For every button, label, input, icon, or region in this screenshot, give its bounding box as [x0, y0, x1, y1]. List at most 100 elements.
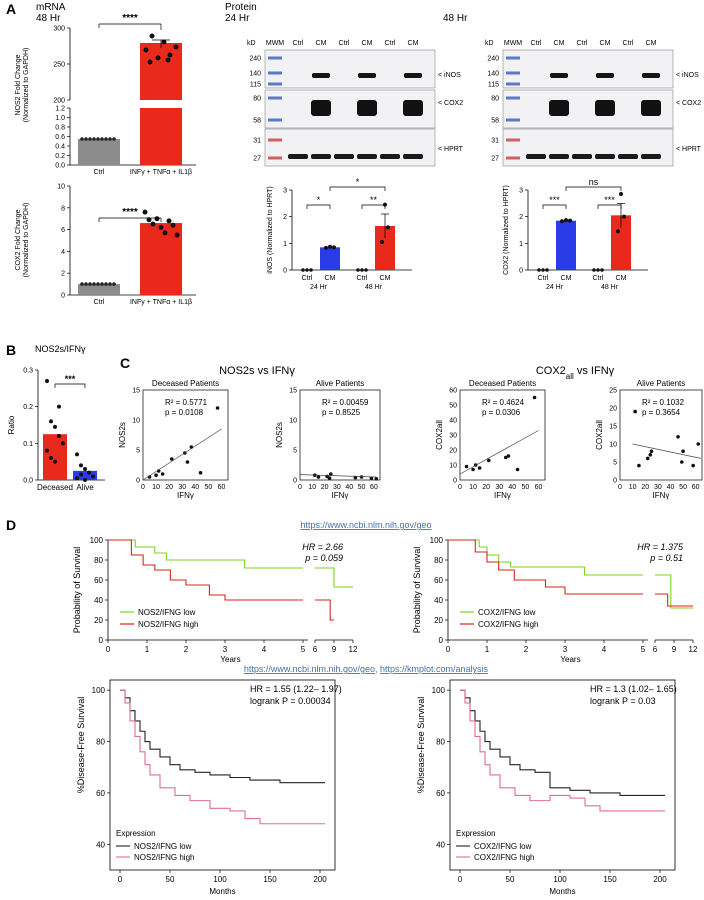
prot-xlabel: Ctrl: [593, 275, 604, 282]
nos2-ctrl-dot: [112, 137, 116, 141]
km-xtick-label: 5: [301, 645, 306, 654]
blot-marker: 31: [491, 138, 499, 145]
prot-xlabel: Ctrl: [357, 275, 368, 282]
blot-marker-band: [506, 138, 520, 142]
scatter-point: [316, 475, 321, 479]
scatter-ytick: 15: [609, 424, 617, 431]
blot-marker: 31: [253, 138, 261, 145]
dfs-plot-nos2: %Disease-Free Survival 40 60 80 100 0 50 100 150…: [76, 679, 342, 896]
scatter-point: [637, 463, 641, 468]
nos2-tick-label: 0.6: [55, 134, 65, 141]
prot-dot: [386, 225, 390, 230]
prot-dot: [356, 268, 360, 272]
mrna-title: mRNA: [36, 2, 66, 13]
blot-marker-band: [268, 156, 282, 160]
blot-label-cox2: < COX2: [676, 100, 701, 107]
blot-marker: 115: [250, 82, 261, 89]
prot-dot: [309, 268, 313, 272]
dfs-xtick-label: 100: [213, 875, 227, 884]
blot-band-hprt: [595, 154, 615, 159]
dfs-ylabel: %Disease-Free Survival: [76, 697, 86, 794]
prot-sig-label: ***: [549, 195, 560, 205]
geo-link-2[interactable]: https://www.ncbi.nlm.nih.gov/geo: [244, 664, 375, 674]
dfs-xtick-label: 50: [166, 875, 175, 884]
panelb-dot: [57, 404, 61, 409]
blot-kd: kD: [247, 40, 256, 47]
scatter-xtick: 30: [333, 484, 341, 491]
geo-link[interactable]: https://www.ncbi.nlm.nih.gov/geo: [300, 520, 431, 530]
scatter-ytick: 40: [449, 418, 457, 425]
dfs-legend-low: NOS2/IFNG low: [134, 842, 192, 851]
dfs-legend-title: Expression: [116, 829, 156, 838]
panelb-bracket: [54, 383, 86, 388]
blot-marker-band: [506, 118, 520, 122]
scatter-xtick: 30: [654, 484, 662, 491]
prot-dot: [305, 268, 309, 272]
panelb-dot: [83, 478, 87, 482]
prot-tick-label: 3: [519, 188, 523, 195]
km-ytick-label: 100: [90, 536, 104, 545]
nos2-dots: [80, 33, 179, 141]
prot-tick-label: 2: [283, 214, 287, 221]
scatter-r2: R² = 0.5771: [165, 398, 208, 407]
nos2-tick-label: 250: [53, 62, 65, 69]
blot-band-hprt: [403, 154, 423, 159]
blot-band-hprt: [311, 154, 331, 159]
nos2-tick-label: 0.8: [55, 125, 65, 132]
prot-tick-label: 0: [283, 268, 287, 275]
kmplot-link[interactable]: https://kmplot.com/analysis: [380, 664, 489, 674]
blot-marker-band: [506, 96, 520, 100]
panelb-xlabel: Alive: [76, 483, 94, 492]
cox2-mrna-chart: COX2 Fold Change (Normalized to GAPDH) 0…: [15, 184, 196, 306]
cox2-dots: [80, 209, 180, 286]
panelb-title: NOS2s/IFNγ: [35, 344, 86, 354]
scatter-xlabel: IFNγ: [177, 491, 194, 500]
blot-marker-band: [506, 156, 520, 160]
nos2-treated-dot: [147, 59, 153, 65]
scatter-xtick: 10: [469, 484, 477, 491]
scatter-xtick: 40: [508, 484, 516, 491]
nos2-ylabel-2: (Normalized to GAPDH): [23, 48, 30, 123]
scatter-ytick: 15: [132, 388, 140, 395]
prot-bar: [375, 226, 395, 270]
scatter-xtick: 0: [618, 484, 622, 491]
blot-band-hprt: [334, 154, 354, 159]
scatter-point: [185, 460, 190, 464]
panelb-tick-label: 0.1: [23, 441, 33, 448]
scatter-ylabel: COX2all: [595, 420, 604, 450]
nos2-ctrl-dot: [80, 137, 84, 141]
km-low-curve: [108, 539, 303, 569]
ratio-chart: Ratio 0.0 0.1 0.2 0.3 Deceased Alive ***: [7, 368, 105, 492]
scatter-point: [532, 395, 537, 400]
blot-mwm: MWM: [504, 40, 522, 47]
scatter-xtick: 50: [521, 484, 529, 491]
scatter-xtick: 60: [535, 484, 543, 491]
prot-bar: [556, 220, 576, 270]
prot-dot: [616, 229, 620, 234]
scatter-ytick: 60: [449, 388, 457, 395]
scatter-ylabel: NOS2s: [118, 422, 127, 448]
cox2-ticks: 0 2 4 6 8 10: [57, 184, 70, 300]
nos2-tick-label: 1.2: [55, 106, 65, 113]
prot-sig-bracket: [361, 204, 386, 209]
nos2-upper-ticks: 200 250 300: [53, 26, 70, 105]
scatter-fit-line: [632, 443, 701, 459]
dfs-ytick-label: 40: [96, 840, 105, 849]
scatter-point: [648, 453, 653, 457]
km-hr: HR = 1.375: [637, 542, 684, 552]
blot-mwm: MWM: [266, 40, 284, 47]
km-legend-low: COX2/IFNG low: [478, 608, 536, 617]
cox2-treated-dot: [162, 230, 168, 236]
nos2-tick-label: 1.0: [55, 115, 65, 122]
blot-lane-label: Ctrl: [339, 40, 350, 47]
scatter-point: [696, 442, 701, 446]
cox2-treated-dot: [150, 221, 156, 227]
scatter-ytick: 5: [613, 460, 617, 467]
blot-marker-band: [268, 71, 282, 75]
scatter-xlabel: IFNγ: [332, 491, 349, 500]
km-xtick-label: 9: [332, 645, 337, 654]
prot-dot: [328, 244, 332, 249]
cox2-ctrl-dot: [96, 282, 100, 286]
prot-bar: [320, 247, 340, 270]
cox2-tick-label: 6: [61, 227, 65, 234]
